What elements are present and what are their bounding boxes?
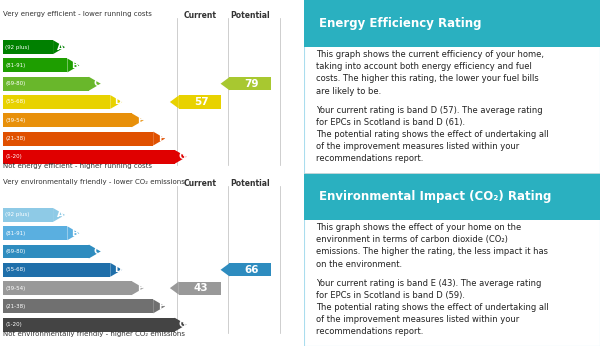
Text: Potential: Potential (231, 11, 270, 20)
Text: Current: Current (183, 11, 216, 20)
Text: (1-20): (1-20) (5, 322, 22, 327)
Polygon shape (67, 58, 79, 72)
FancyBboxPatch shape (3, 95, 110, 109)
FancyBboxPatch shape (3, 226, 67, 240)
FancyBboxPatch shape (3, 208, 53, 222)
Polygon shape (132, 281, 144, 295)
Text: This graph shows the effect of your home on the
environment in terms of carbon d: This graph shows the effect of your home… (316, 223, 548, 268)
Text: Not environmentally friendly - higher CO₂ emissions: Not environmentally friendly - higher CO… (3, 331, 185, 337)
Polygon shape (220, 77, 229, 90)
Text: Your current rating is band D (57). The average rating
for EPCs in Scotland is b: Your current rating is band D (57). The … (316, 106, 542, 127)
Text: F: F (158, 134, 164, 143)
Text: Potential: Potential (231, 179, 270, 188)
Text: Your current rating is band E (43). The average rating
for EPCs in Scotland is b: Your current rating is band E (43). The … (316, 279, 541, 300)
FancyBboxPatch shape (3, 113, 132, 127)
FancyBboxPatch shape (179, 282, 220, 295)
FancyBboxPatch shape (3, 299, 153, 313)
Polygon shape (110, 263, 122, 277)
Text: B: B (72, 229, 78, 238)
Text: (69-80): (69-80) (5, 81, 26, 86)
Text: Energy Efficiency Rating: Energy Efficiency Rating (319, 17, 482, 30)
Text: C: C (93, 247, 100, 256)
Text: The potential rating shows the effect of undertaking all
of the improvement meas: The potential rating shows the effect of… (316, 130, 548, 163)
FancyBboxPatch shape (3, 245, 89, 258)
FancyBboxPatch shape (179, 95, 220, 109)
Text: 66: 66 (244, 265, 259, 275)
FancyBboxPatch shape (304, 0, 600, 47)
FancyBboxPatch shape (3, 58, 67, 72)
Polygon shape (67, 226, 79, 240)
Polygon shape (110, 95, 122, 109)
FancyBboxPatch shape (229, 263, 272, 276)
Text: A: A (57, 43, 64, 52)
Text: (21-38): (21-38) (5, 304, 26, 309)
FancyBboxPatch shape (3, 131, 153, 146)
Text: Not energy efficient - higher running costs: Not energy efficient - higher running co… (3, 163, 152, 169)
Polygon shape (170, 282, 179, 295)
Polygon shape (175, 150, 187, 164)
Text: (69-80): (69-80) (5, 249, 26, 254)
Text: (39-54): (39-54) (5, 285, 26, 291)
Text: (92 plus): (92 plus) (5, 45, 29, 49)
Text: D: D (114, 98, 122, 107)
Text: A: A (57, 210, 64, 219)
Text: (92 plus): (92 plus) (5, 212, 29, 217)
Text: 43: 43 (194, 283, 208, 293)
Text: (39-54): (39-54) (5, 118, 26, 123)
Text: E: E (137, 116, 143, 125)
Text: 57: 57 (194, 97, 208, 107)
Polygon shape (170, 95, 179, 109)
Text: D: D (114, 265, 122, 274)
Polygon shape (153, 299, 165, 313)
Text: 79: 79 (244, 79, 259, 89)
FancyBboxPatch shape (3, 150, 175, 164)
Text: (21-38): (21-38) (5, 136, 26, 141)
Text: The potential rating shows the effect of undertaking all
of the improvement meas: The potential rating shows the effect of… (316, 303, 548, 336)
Text: B: B (72, 61, 78, 70)
Text: Very energy efficient - lower running costs: Very energy efficient - lower running co… (3, 11, 152, 18)
Polygon shape (53, 40, 65, 54)
Text: Environmental Impact (CO₂) Rating: Environmental Impact (CO₂) Rating (319, 190, 551, 203)
FancyBboxPatch shape (3, 263, 110, 277)
Polygon shape (132, 113, 144, 127)
FancyBboxPatch shape (304, 173, 600, 220)
Polygon shape (89, 77, 101, 91)
Text: (81-91): (81-91) (5, 63, 26, 68)
Text: Very environmentally friendly - lower CO₂ emissions: Very environmentally friendly - lower CO… (3, 179, 185, 185)
Text: (55-68): (55-68) (5, 267, 26, 272)
Polygon shape (53, 208, 65, 222)
Text: (81-91): (81-91) (5, 231, 26, 236)
Text: G: G (178, 320, 185, 329)
FancyBboxPatch shape (3, 77, 89, 91)
Polygon shape (89, 245, 101, 258)
FancyBboxPatch shape (3, 40, 53, 54)
Text: This graph shows the current efficiency of your home,
taking into account both e: This graph shows the current efficiency … (316, 50, 544, 95)
Polygon shape (220, 263, 229, 276)
Text: F: F (158, 302, 164, 311)
Text: (55-68): (55-68) (5, 100, 26, 104)
FancyBboxPatch shape (3, 318, 175, 331)
Text: Current: Current (183, 179, 216, 188)
Polygon shape (153, 131, 165, 146)
Polygon shape (175, 318, 187, 331)
Text: C: C (93, 79, 100, 88)
FancyBboxPatch shape (3, 281, 132, 295)
FancyBboxPatch shape (229, 77, 272, 90)
Text: G: G (178, 152, 185, 161)
Text: (1-20): (1-20) (5, 154, 22, 160)
Text: E: E (137, 284, 143, 293)
